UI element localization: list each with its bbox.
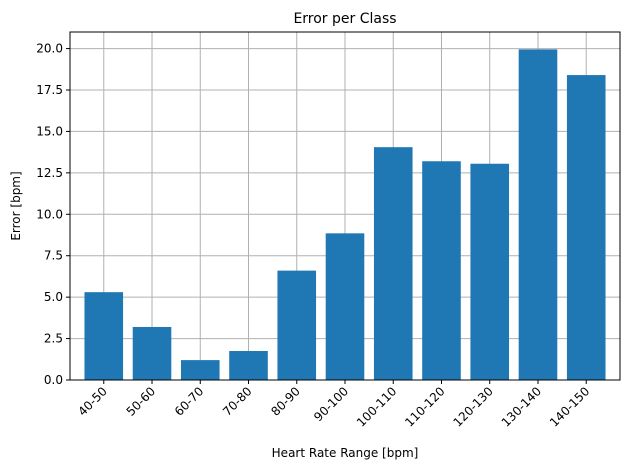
bar-130-140: [518, 49, 558, 381]
bar-70-80: [229, 351, 268, 380]
bar-40-50: [84, 292, 124, 380]
y-tick-label: 20.0: [36, 42, 63, 56]
y-tick-label: 10.0: [36, 207, 63, 221]
x-tick-label: 50-60: [124, 384, 159, 419]
x-axis-label: Heart Rate Range [bpm]: [272, 446, 419, 460]
x-tick-label: 90-100: [311, 384, 351, 424]
y-tick-label: 7.5: [44, 249, 63, 263]
x-tick-label: 130-140: [499, 384, 544, 429]
bars-layer: [84, 49, 606, 381]
bar-80-90: [277, 270, 317, 380]
y-tick-label: 0.0: [44, 373, 63, 387]
x-tick-label: 140-150: [547, 384, 592, 429]
y-axis-label: Error [bpm]: [9, 171, 23, 240]
bar-120-130: [470, 163, 510, 380]
bar-60-70: [180, 360, 220, 380]
x-tick-label: 120-130: [451, 384, 496, 429]
x-tick-label: 60-70: [172, 384, 207, 419]
bar-100-110: [373, 147, 413, 380]
bar-140-150: [566, 75, 606, 380]
y-tick-label: 17.5: [36, 83, 63, 97]
y-tick-label: 2.5: [44, 332, 63, 346]
bar-50-60: [132, 326, 172, 380]
bar-90-100: [325, 233, 365, 380]
x-tick-label: 70-80: [220, 384, 255, 419]
x-tick-label: 100-110: [354, 384, 399, 429]
x-tick-label: 110-120: [402, 384, 447, 429]
x-tick-label: 80-90: [268, 384, 303, 419]
x-axis: 40-50 50-60 60-70 70-80 80-90 90-100 100-110 11…: [75, 380, 592, 430]
y-tick-label: 15.0: [36, 124, 63, 138]
y-tick-label: 5.0: [44, 290, 63, 304]
bar-110-120: [422, 161, 461, 380]
x-tick-label: 40-50: [75, 384, 110, 419]
y-tick-label: 12.5: [36, 166, 63, 180]
chart-title: Error per Class: [293, 11, 396, 27]
y-axis: 0.0 2.5 5.0 7.5 10.0 12.5 15.0 17.5 20.0: [36, 42, 70, 387]
